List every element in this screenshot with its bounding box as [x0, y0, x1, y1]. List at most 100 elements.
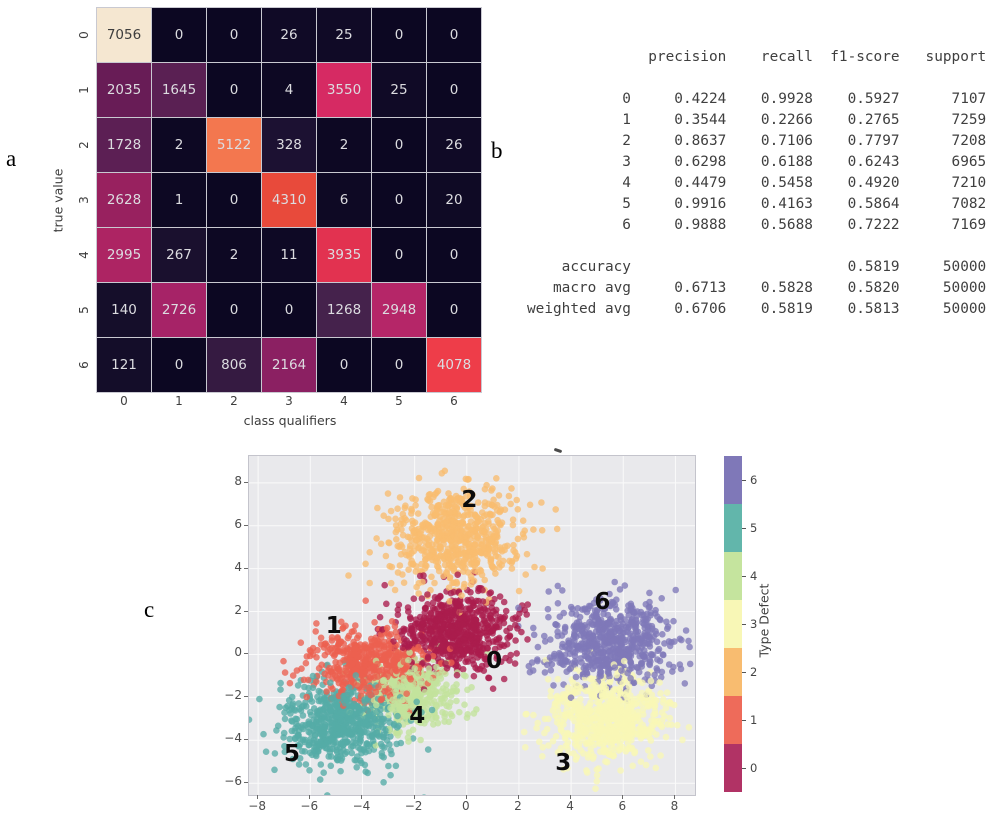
colorbar-segment [724, 456, 742, 504]
scatter-point [390, 638, 397, 645]
colorbar-tick-mark [742, 624, 746, 625]
scatter-point [317, 761, 325, 768]
scatter-point [386, 719, 393, 726]
scatter-point [396, 494, 404, 501]
scatter-point [492, 533, 500, 541]
scatter-point [461, 701, 468, 708]
scatter-point [582, 725, 589, 733]
scatter-point [560, 766, 567, 773]
scatter-point [666, 642, 674, 650]
scatter-point [547, 636, 554, 643]
scatter-point [273, 727, 280, 734]
scatter-point [488, 501, 495, 509]
scatter-point [646, 589, 653, 597]
scatter-point [323, 740, 330, 747]
scatter-point [618, 706, 625, 713]
scatter-point [647, 677, 655, 685]
scatter-point [488, 599, 496, 607]
scatter-point [619, 634, 626, 641]
scatter-point [604, 721, 611, 729]
heatmap-cell: 25 [317, 8, 371, 62]
scatter-point [445, 584, 453, 591]
scatter-point [662, 733, 670, 741]
scatter-point [509, 521, 517, 529]
scatter-point [449, 643, 457, 650]
scatter-point [357, 709, 364, 716]
scatter-point [471, 521, 479, 528]
scatter-xtick-mark [622, 795, 624, 799]
scatter-point [373, 701, 380, 709]
scatter-point [639, 679, 646, 687]
scatter-point [663, 689, 671, 696]
scatter-point [546, 654, 554, 661]
scatter-point [631, 609, 638, 616]
scatter-point [454, 571, 461, 578]
scatter-point [655, 645, 663, 653]
scatter-point [640, 653, 647, 660]
scatter-point [500, 675, 508, 683]
scatter-point [450, 533, 458, 540]
scatter-point [486, 614, 493, 622]
scatter-point [353, 764, 360, 771]
heatmap-cell: 0 [317, 338, 371, 392]
scatter-point [428, 547, 436, 554]
scatter-point [388, 681, 396, 689]
heatmap-xtick-label: 0 [120, 394, 128, 408]
scatter-point [603, 758, 611, 766]
scatter-point [394, 505, 401, 512]
scatter-point [393, 536, 400, 543]
scatter-point [391, 586, 399, 594]
scatter-point [660, 696, 667, 703]
scatter-point [382, 552, 390, 560]
scatter-point [609, 739, 616, 746]
scatter-point [366, 549, 373, 556]
heatmap-xtick-label: 1 [175, 394, 183, 408]
scatter-point [597, 595, 604, 602]
scatter-point [646, 656, 653, 663]
scatter-point [578, 640, 585, 647]
scatter-point [367, 691, 375, 699]
scatter-point [315, 748, 322, 755]
heatmap-cell: 0 [372, 173, 426, 227]
scatter-point [495, 636, 502, 643]
scatter-point [641, 630, 648, 637]
heatmap-cell: 1728 [97, 118, 151, 172]
scatter-point [505, 492, 513, 500]
scatter-point [434, 719, 442, 727]
heatmap-cell: 0 [372, 228, 426, 282]
scatter-point [612, 606, 620, 613]
scatter-point [625, 653, 633, 660]
scatter-point [457, 641, 464, 648]
scatter-point [589, 665, 597, 673]
scatter-point [260, 730, 267, 738]
colorbar-tick-label: 5 [750, 521, 758, 535]
scatter-point [309, 672, 317, 680]
scatter-point [294, 682, 302, 689]
scatter-point [431, 691, 439, 698]
scatter-ytick-label: −4 [224, 731, 242, 746]
scatter-point [410, 595, 418, 602]
heatmap-cell: 0 [152, 338, 206, 392]
scatter-point [597, 669, 605, 676]
scatter-point [409, 495, 416, 502]
heatmap-ytick-label: 1 [77, 86, 91, 94]
scatter-point [568, 714, 575, 721]
scatter-point [373, 708, 381, 715]
colorbar-segment [724, 600, 742, 648]
scatter-xtick-mark [257, 795, 259, 799]
scatter-point [642, 639, 649, 647]
scatter-point [385, 711, 392, 719]
scatter-point [447, 623, 455, 631]
scatter-point [552, 733, 560, 740]
scatter-point [376, 667, 383, 675]
scatter-point [418, 709, 425, 716]
scatter-point [448, 659, 455, 666]
scatter-point [655, 720, 663, 728]
scatter-point [320, 769, 327, 776]
scatter-point [331, 664, 338, 672]
heatmap-cell: 4 [262, 63, 316, 117]
scatter-point [632, 695, 639, 703]
scatter-point [447, 710, 455, 718]
scatter-point [605, 732, 613, 740]
scatter-point [361, 657, 368, 664]
